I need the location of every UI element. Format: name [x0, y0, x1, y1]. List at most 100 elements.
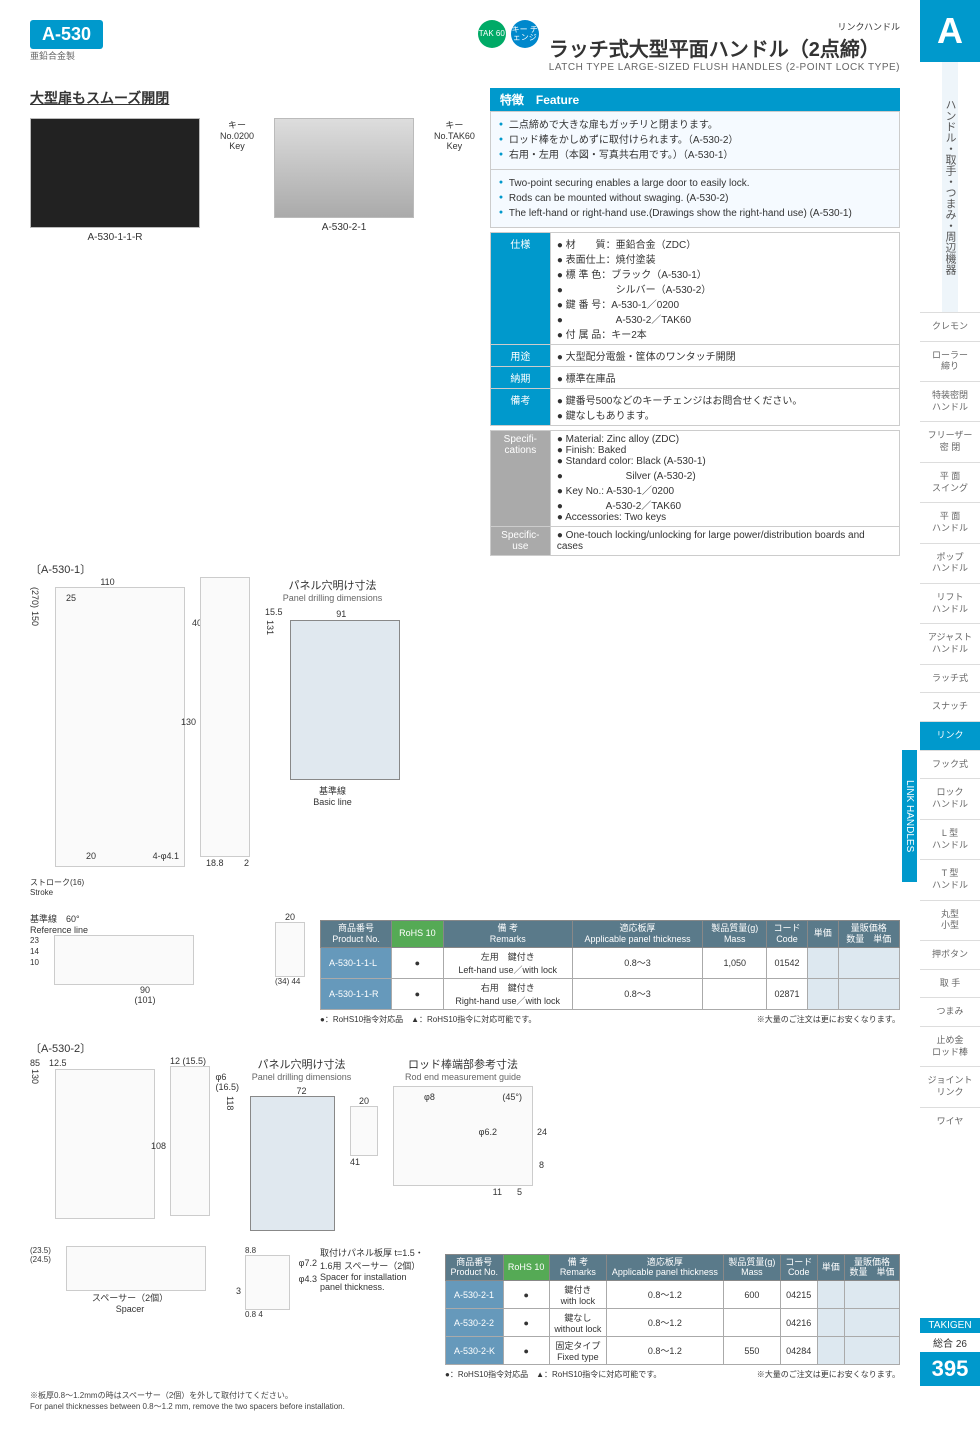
table-cell: ● — [503, 1337, 549, 1365]
table-cell: A-530-1-1-L — [321, 947, 392, 978]
table-cell — [817, 1281, 844, 1309]
product-table-1: 商品番号Product No.RoHS 10備 考Remarks適応板厚Appl… — [320, 920, 900, 1010]
table-cell: 0.8〜3 — [572, 947, 703, 978]
spec-value: ● 材 質：亜鉛合金（ZDC）● 表面仕上：焼付塗装● 標 準 色：ブラック（A… — [550, 233, 899, 345]
table-cell — [703, 978, 767, 1009]
key1-label: キーNo.0200 — [220, 118, 254, 141]
side-item-active[interactable]: リンク — [920, 721, 980, 750]
side-nav-item[interactable]: 取 手 — [920, 969, 980, 998]
title-en: LATCH TYPE LARGE-SIZED FLUSH HANDLES (2-… — [549, 62, 900, 73]
side-nav-item[interactable]: 押ボタン — [920, 940, 980, 969]
side-nav-item[interactable]: スナッチ — [920, 692, 980, 721]
table-cell: 0.8〜1.2 — [606, 1337, 723, 1365]
stroke-jp: ストローク(16) — [30, 878, 84, 887]
table-cell: 02871 — [767, 978, 808, 1009]
table-cell: 左用 鍵付きLeft-hand use／with lock — [443, 947, 572, 978]
side-nav-item[interactable]: ポップハンドル — [920, 543, 980, 583]
feature-list-jp: 二点締めで大きな扉もガッチリと閉まります。ロッド棒をかしめずに取付けられます。（… — [490, 111, 900, 170]
spec-value: ● Material: Zinc alloy (ZDC)● Finish: Ba… — [550, 431, 899, 527]
table-cell: ● — [392, 947, 444, 978]
dim-h1: 150 — [30, 611, 40, 626]
spec-value: ● One-touch locking/unlocking for large … — [550, 527, 899, 556]
spec-label: Specific-use — [490, 527, 550, 556]
key2-label: キーNo.TAK60 — [434, 118, 475, 141]
spacer-note-en: Spacer for installation panel thickness. — [320, 1272, 430, 1292]
table-cell — [817, 1337, 844, 1365]
table-cell: ● — [392, 978, 444, 1009]
basic-line-jp: 基準線 — [319, 786, 346, 796]
diagram-2-label: 〔A-530-2〕 — [30, 1040, 900, 1056]
key2-label-en: Key — [434, 141, 475, 151]
table-cell: 鍵なしwithout lock — [549, 1309, 606, 1337]
img1-label: A-530-1-1-R — [30, 232, 200, 243]
title-jp: ラッチ式大型平面ハンドル（2点締） — [549, 33, 900, 62]
spec-value: ● 鍵番号500などのキーチェンジはお問合せください。● 鍵なしもあります。 — [550, 389, 899, 426]
table-header: 適応板厚Applicable panel thickness — [606, 1254, 723, 1281]
feature-item: Two-point securing enables a large door … — [499, 176, 891, 191]
feature-item: 右用・左用（本図・写真共右用です。）（A-530-1） — [499, 148, 891, 163]
spec-table-jp: 仕様● 材 質：亜鉛合金（ZDC）● 表面仕上：焼付塗装● 標 準 色：ブラック… — [490, 232, 900, 426]
side-nav-item[interactable]: ジョイントリンク — [920, 1066, 980, 1106]
side-nav-item[interactable]: T 型ハンドル — [920, 859, 980, 899]
table-header: 製品質量(g)Mass — [703, 921, 767, 948]
side-nav-item[interactable]: つまみ — [920, 997, 980, 1026]
rod-diagram: φ8 (45°) φ6.2 24 8 11 5 — [393, 1086, 533, 1186]
table-cell: 04215 — [780, 1281, 817, 1309]
tak60-icon: TAK 60 — [478, 20, 506, 48]
ref-line-en: Reference line — [30, 925, 88, 935]
table-cell: 0.8〜1.2 — [606, 1281, 723, 1309]
side-nav-item[interactable]: クレモン — [920, 312, 980, 341]
panel-cutout-2 — [250, 1096, 335, 1231]
side-nav-item[interactable]: ロックハンドル — [920, 778, 980, 818]
table-cell: 固定タイプFixed type — [549, 1337, 606, 1365]
side-nav-item[interactable]: フリーザー密 閉 — [920, 421, 980, 461]
feature-heading: 特徴 Feature — [490, 88, 900, 111]
table-header: RoHS 10 — [392, 921, 444, 948]
spec-value: ● 大型配分電盤・筐体のワンタッチ開閉 — [550, 345, 899, 367]
material-label: 亜鉛合金製 — [30, 49, 103, 62]
spacer-diagram — [66, 1246, 206, 1291]
side-nav-item[interactable]: アジャストハンドル — [920, 623, 980, 663]
ref-line-jp: 基準線 — [30, 914, 57, 924]
side-nav-item[interactable]: L 型ハンドル — [920, 819, 980, 859]
side-nav-item[interactable]: ローラー締り — [920, 341, 980, 381]
side-nav-item[interactable]: 特装密閉ハンドル — [920, 381, 980, 421]
table-header: 商品番号Product No. — [446, 1254, 504, 1281]
side-nav-item[interactable]: ワイヤ — [920, 1107, 980, 1136]
side-nav-item[interactable]: 平 面スイング — [920, 462, 980, 502]
table-cell — [838, 978, 899, 1009]
rohs-legend-1: ●：RoHS10指令対応品 ▲：RoHS10指令に対応可能です。 — [320, 1014, 536, 1025]
table-cell: 01542 — [767, 947, 808, 978]
rohs-legend-2: ●：RoHS10指令対応品 ▲：RoHS10指令に対応可能です。 — [445, 1369, 661, 1380]
key1-label-en: Key — [220, 141, 254, 151]
diagram-1-label: 〔A-530-1〕 — [30, 561, 900, 577]
table-header: 備 考Remarks — [549, 1254, 606, 1281]
basic-line-en: Basic line — [313, 797, 352, 807]
spacer-en: Spacer — [116, 1304, 145, 1314]
product-image-2 — [274, 118, 414, 218]
side-nav-item[interactable]: 止め金ロッド棒 — [920, 1026, 980, 1066]
table-cell: A-530-2-K — [446, 1337, 504, 1365]
table-cell — [807, 947, 838, 978]
table-header: 商品番号Product No. — [321, 921, 392, 948]
table-cell: A-530-2-1 — [446, 1281, 504, 1309]
side-nav-item[interactable]: リフトハンドル — [920, 583, 980, 623]
spec-label: 納期 — [490, 367, 550, 389]
table-cell: 04216 — [780, 1309, 817, 1337]
feature-item: 二点締めで大きな扉もガッチリと閉まります。 — [499, 118, 891, 133]
side-nav-item[interactable]: 丸型小型 — [920, 900, 980, 940]
table-cell — [838, 947, 899, 978]
table-cell: 鍵付きwith lock — [549, 1281, 606, 1309]
key-diagram-1 — [275, 922, 305, 977]
table-cell — [845, 1337, 900, 1365]
spec-label: 用途 — [490, 345, 550, 367]
front-diagram-1: 25 40 20 4-φ4.1 — [55, 587, 185, 867]
side-nav-item[interactable]: フック式 — [920, 750, 980, 779]
page-number: 395 — [920, 1352, 980, 1386]
side-nav-item[interactable]: 平 面ハンドル — [920, 502, 980, 542]
table-cell — [845, 1309, 900, 1337]
panel-head-en: Panel drilling dimensions — [265, 593, 400, 603]
side-nav-item[interactable]: ラッチ式 — [920, 664, 980, 693]
img2-label: A-530-2-1 — [274, 222, 414, 233]
thickness-note-jp: ※板厚0.8〜1.2mmの時はスペーサー（2個）を外して取付けてください。 — [30, 1390, 900, 1401]
